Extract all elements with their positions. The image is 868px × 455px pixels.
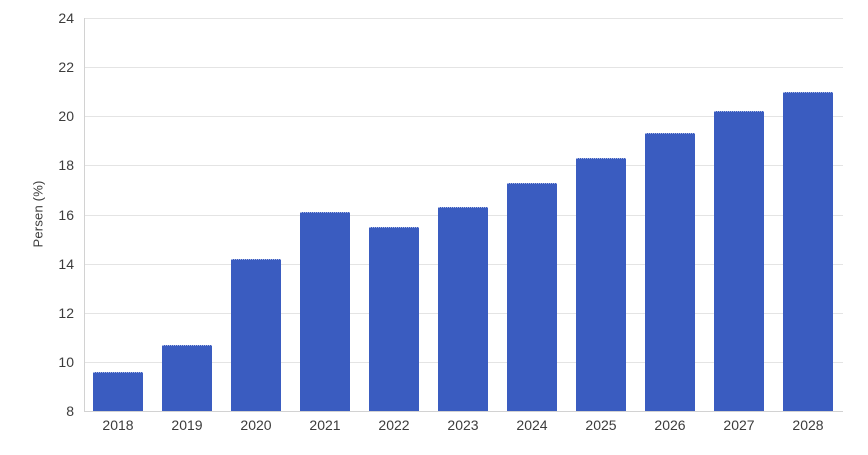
bar-2027[interactable]	[714, 111, 764, 411]
y-tick-label: 18	[58, 157, 74, 173]
bar-2021[interactable]	[300, 212, 350, 411]
x-tick-label: 2019	[171, 417, 203, 433]
y-tick-label: 24	[58, 10, 74, 26]
y-tick-label: 20	[58, 108, 74, 124]
bar-2028[interactable]	[783, 92, 833, 411]
y-tick-label: 14	[58, 256, 74, 272]
y-tick-label: 8	[66, 403, 74, 419]
x-tick-label: 2027	[723, 417, 755, 433]
bar-2018[interactable]	[93, 372, 143, 411]
y-tick-label: 16	[58, 207, 74, 223]
bar-2019[interactable]	[162, 345, 212, 411]
y-tick-label: 10	[58, 354, 74, 370]
y-axis-line	[84, 18, 85, 411]
bar-2026[interactable]	[645, 133, 695, 411]
gridline	[84, 18, 843, 19]
x-tick-label: 2021	[309, 417, 341, 433]
x-tick-label: 2028	[792, 417, 824, 433]
x-tick-label: 2020	[240, 417, 272, 433]
bar-2022[interactable]	[369, 227, 419, 411]
bar-2025[interactable]	[576, 158, 626, 411]
x-tick-label: 2026	[654, 417, 686, 433]
y-tick-label: 12	[58, 305, 74, 321]
x-tick-label: 2018	[102, 417, 134, 433]
x-tick-label: 2022	[378, 417, 410, 433]
y-tick-label: 22	[58, 59, 74, 75]
x-tick-label: 2025	[585, 417, 617, 433]
x-tick-label: 2024	[516, 417, 548, 433]
bar-2020[interactable]	[231, 259, 281, 411]
x-tick-label: 2023	[447, 417, 479, 433]
bar-2023[interactable]	[438, 207, 488, 411]
gridline	[84, 67, 843, 68]
bar-2024[interactable]	[507, 183, 557, 411]
x-axis-line	[84, 411, 843, 412]
